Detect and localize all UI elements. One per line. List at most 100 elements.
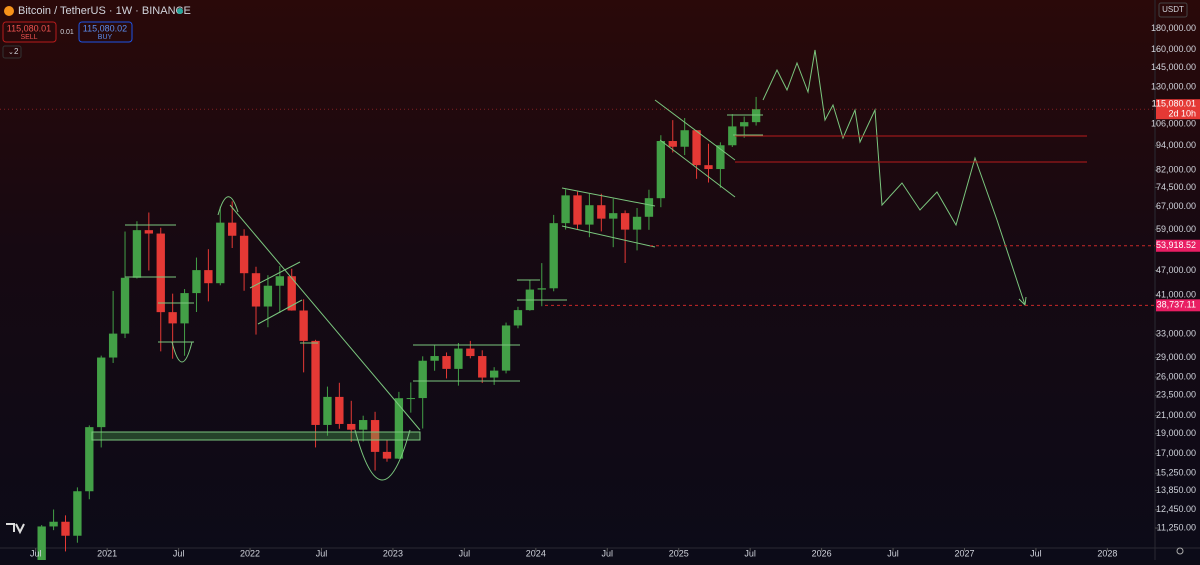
- x-tick-label: Jul: [602, 548, 614, 558]
- indicators-toggle[interactable]: [2, 45, 22, 59]
- channel-line: [561, 225, 656, 248]
- symbol-icon: [4, 6, 14, 16]
- candle-body: [263, 285, 273, 307]
- y-tick-label: 33,000.00: [1156, 329, 1196, 339]
- candle-body: [73, 491, 82, 536]
- channel-line: [249, 261, 301, 289]
- candle-body: [382, 451, 392, 459]
- candle-body: [489, 370, 499, 378]
- y-tick-label: 23,500.00: [1156, 390, 1196, 400]
- trend-line: [229, 204, 421, 431]
- buy-button[interactable]: [78, 21, 133, 43]
- y-tick-label: 145,000.00: [1151, 62, 1196, 72]
- indicators-count: 2: [14, 47, 19, 56]
- currency: USDT: [1162, 5, 1184, 14]
- candle-body: [144, 230, 154, 234]
- candle-body: [228, 222, 237, 236]
- candle-body: [597, 205, 606, 219]
- y-tick-label: 106,000.00: [1151, 118, 1196, 128]
- candle-body: [192, 270, 201, 294]
- candle-body: [692, 130, 701, 166]
- candle-body: [394, 398, 404, 459]
- y-tick-label: 12,450.00: [1156, 504, 1196, 514]
- candle-body: [561, 195, 570, 224]
- y-tick-label: 21,000.00: [1156, 410, 1196, 420]
- spread: 0.01: [60, 29, 74, 36]
- candle-body: [299, 310, 308, 341]
- x-tick-label: 2025: [669, 548, 689, 558]
- candle-body: [609, 213, 618, 219]
- price-line-tag: [1156, 299, 1200, 312]
- indicators-chevron: ⌄: [8, 49, 14, 56]
- x-tick-label: 2022: [240, 548, 260, 558]
- candle-body: [466, 348, 475, 357]
- candle-body: [85, 427, 94, 492]
- y-tick-label: 13,850.00: [1156, 485, 1196, 495]
- sell-button[interactable]: [2, 21, 57, 43]
- candle-body: [61, 521, 70, 536]
- candle-body: [180, 293, 189, 324]
- candle-body: [549, 223, 558, 289]
- candle-body: [442, 356, 451, 369]
- candle-body: [49, 521, 58, 527]
- candle-body: [751, 109, 761, 123]
- candle-body: [573, 195, 582, 225]
- y-tick-label: 26,000.00: [1156, 372, 1196, 382]
- y-tick-label: 130,000.00: [1151, 82, 1196, 92]
- x-tick-label: Jul: [30, 548, 42, 558]
- candle-body: [644, 198, 654, 217]
- candle-body: [632, 216, 642, 230]
- support-zone: [91, 431, 421, 441]
- top-curve: [217, 196, 239, 216]
- candle-body: [156, 233, 165, 313]
- x-tick-label: 2024: [526, 548, 546, 558]
- candle-body: [716, 145, 725, 170]
- candle-body: [740, 122, 749, 127]
- buy-price: 115,080.02: [83, 23, 127, 33]
- countdown: 2d 10h: [1168, 109, 1196, 119]
- y-tick-label: 17,000.00: [1156, 448, 1196, 458]
- buy-label: BUY: [98, 34, 113, 41]
- price-line-label: 38,737.11: [1157, 300, 1196, 310]
- x-tick-label: Jul: [316, 548, 328, 558]
- x-tick-label: Jul: [459, 548, 471, 558]
- x-tick-label: 2027: [954, 548, 974, 558]
- candle-body: [275, 276, 284, 286]
- x-tick-label: Jul: [173, 548, 185, 558]
- candle-body: [204, 270, 213, 284]
- channel-line: [561, 187, 656, 207]
- candle-body: [478, 356, 487, 378]
- price-line-tag: [1156, 239, 1200, 252]
- candle-body: [704, 165, 713, 170]
- projection-path: [762, 49, 1026, 306]
- candle-body: [370, 420, 380, 452]
- sell-label: SELL: [20, 34, 37, 41]
- axes: 180,000.00 160,000.00 145,000.00 130,000.00…: [0, 23, 1200, 558]
- x-tick-label: Jul: [887, 548, 899, 558]
- last-price-tag: [1156, 99, 1200, 120]
- candle-body: [680, 130, 689, 147]
- y-tick-label: 94,000.00: [1156, 140, 1196, 150]
- candle-body: [513, 310, 523, 326]
- y-tick-label: 74,500.00: [1156, 182, 1196, 192]
- candle-body: [454, 348, 463, 369]
- y-tick-label: 67,000.00: [1156, 201, 1196, 211]
- candle-body: [728, 126, 737, 146]
- candle-body: [359, 420, 368, 430]
- drawings: [91, 49, 1027, 481]
- symbol-title: Bitcoin / TetherUS · 1W · BINANCE: [18, 5, 191, 17]
- currency-button[interactable]: [1158, 2, 1188, 18]
- y-tick-label: 59,000.00: [1156, 224, 1196, 234]
- sell-price: 115,080.01: [7, 23, 51, 33]
- candle-body: [406, 398, 415, 400]
- candle-body: [537, 288, 546, 290]
- candle-body: [216, 222, 225, 284]
- y-tick-label: 11,250.00: [1157, 522, 1196, 532]
- candle-body: [418, 360, 427, 399]
- candle-body: [251, 273, 261, 307]
- settings-button[interactable]: [1176, 547, 1184, 555]
- x-tick-label: 2026: [812, 548, 832, 558]
- y-tick-label: 41,000.00: [1156, 289, 1196, 299]
